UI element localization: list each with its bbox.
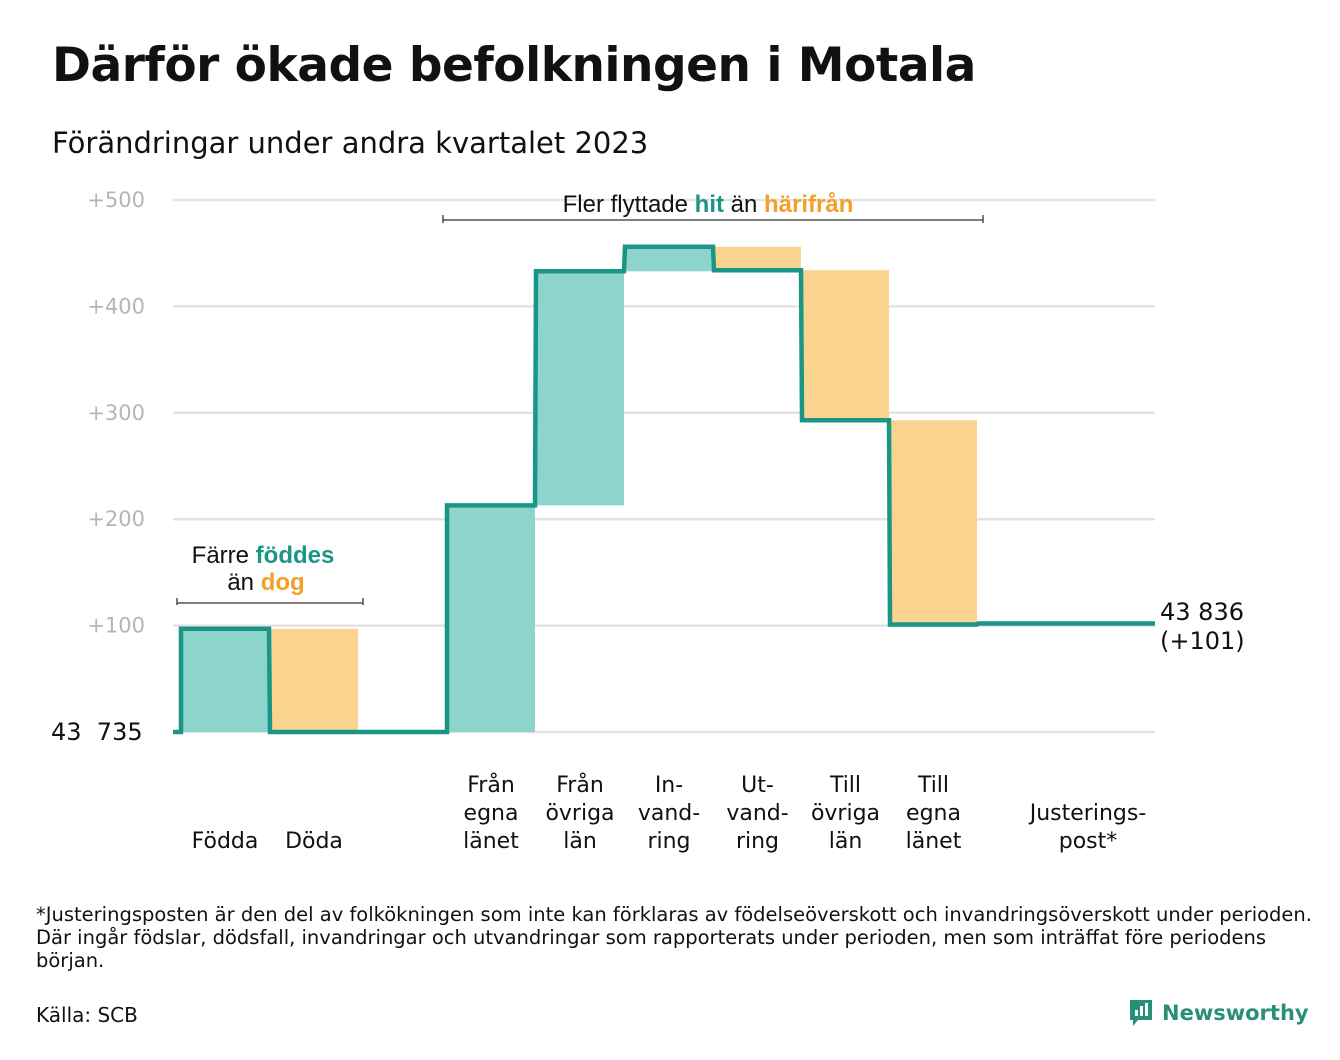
end-value-label: 43 836 [1160,598,1244,626]
brand-name: Newsworthy [1162,1001,1309,1025]
y-axis-ticks: +100 +200 +300 +400 +500 [87,188,145,638]
bar [447,505,535,732]
category-label: övriga [545,801,614,826]
category-label: egna [464,801,519,826]
category-label: länet [906,829,962,854]
bar [181,628,269,732]
category-labels: Födda Döda Från egna länet Från övriga län In-va… [192,772,1147,854]
bar [536,271,624,506]
category-label: län [563,829,597,854]
footnote: *Justeringsposten är den del av folkökni… [36,903,1312,972]
category-label: länet [463,829,519,854]
source-label: Källa: SCB [36,1003,138,1027]
category-label: In- [655,773,683,798]
category-label: vand- [726,801,788,826]
chart-title: Därför ökade befolkningen i Motala [52,38,976,93]
bar [625,246,713,272]
y-tick-label: +100 [87,614,145,638]
baseline-label: 43 735 [51,718,143,746]
category-label: vand- [638,801,700,826]
births-annotation-line1: Färre föddes [192,542,335,569]
bar [714,246,801,271]
y-tick-label: +500 [87,188,145,212]
births-deaths-annotation: Färre föddes än dog [176,542,364,605]
category-label: Från [467,772,515,798]
category-label: Ut- [741,773,774,798]
category-label: Från [556,772,604,798]
migration-annotation: Fler flyttade hit än härifrån [442,191,984,223]
bar [270,628,358,732]
migration-bracket [442,215,984,223]
category-label: Döda [285,829,343,854]
category-label: ring [647,829,690,854]
category-label: post* [1059,829,1118,854]
category-label: ring [736,829,779,854]
brand-logo: Newsworthy [1128,998,1309,1028]
category-label: län [829,829,863,854]
category-label: övriga [811,801,880,826]
waterfall-chart: +100 +200 +300 +400 +500 Födda Döda Från egna lä… [51,188,1245,854]
births-annotation-line2: än dog [227,569,304,596]
newsworthy-logo-icon [1130,1000,1152,1026]
y-tick-label: +400 [87,294,145,318]
bar [802,270,889,421]
bar [890,420,977,625]
chart-subtitle: Förändringar under andra kvartalet 2023 [52,126,649,160]
bars [181,246,977,732]
category-label: egna [906,801,961,826]
end-change-label: (+101) [1160,627,1245,655]
step-line-group [173,244,1155,735]
category-label: Födda [192,829,259,854]
y-tick-label: +300 [87,401,145,425]
births-bracket [176,598,364,605]
y-tick-label: +200 [87,507,145,531]
category-label: Till [917,773,949,798]
step-line [173,244,1155,735]
category-label: Justerings- [1028,801,1147,826]
category-label: Till [829,773,861,798]
migration-annotation-text: Fler flyttade hit än härifrån [563,191,854,218]
